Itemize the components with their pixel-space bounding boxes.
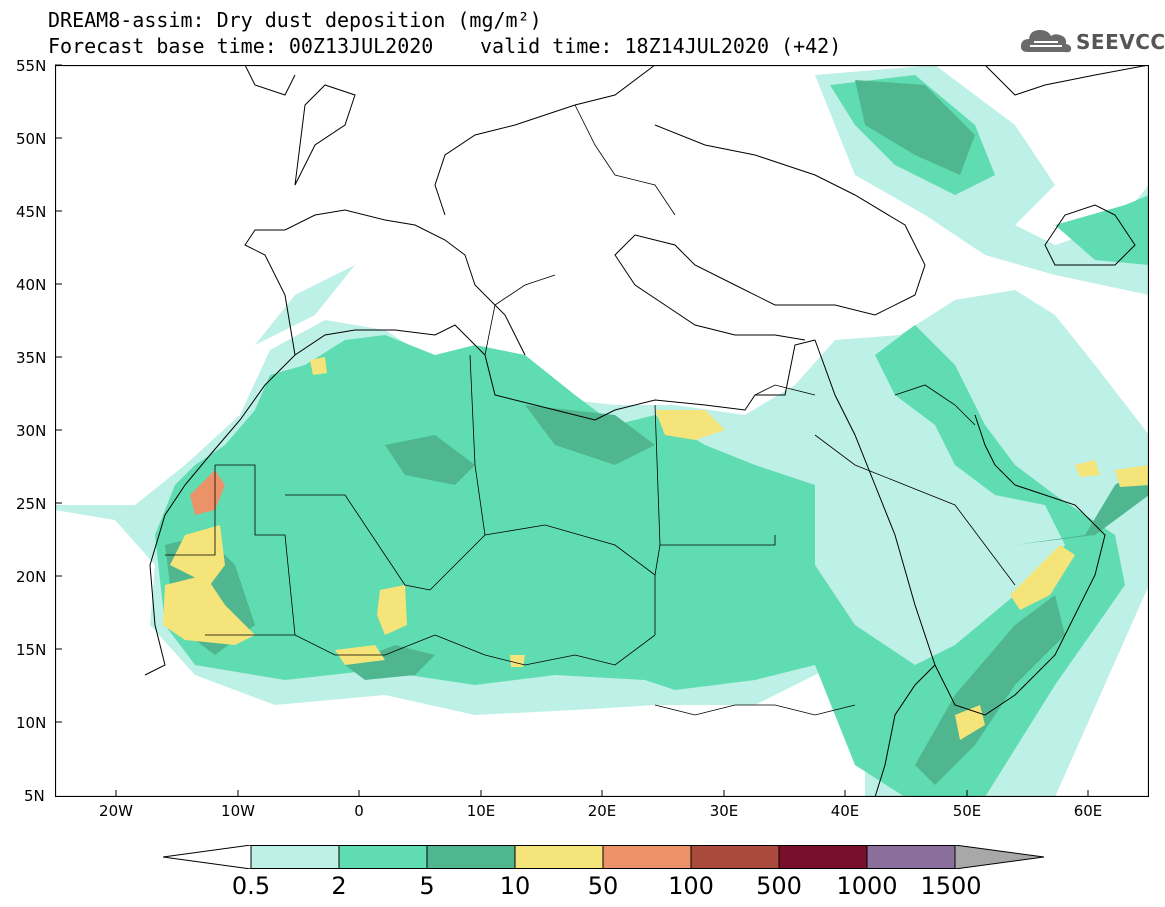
- lat-label: 35N: [16, 349, 47, 367]
- colorbar-segment: [778, 845, 868, 869]
- colorbar-above-arrow: [954, 845, 1045, 869]
- colorbar-segment: [250, 845, 340, 869]
- colorbar: [163, 845, 1045, 869]
- lon-label: 10E: [466, 802, 496, 820]
- lat-label: 45N: [16, 203, 47, 221]
- colorbar-label: 50: [587, 872, 619, 900]
- coastlines: [144, 65, 1149, 797]
- lat-label: 55N: [16, 57, 47, 75]
- colorbar-below-arrow: [163, 845, 252, 869]
- colorbar-label: 1000: [836, 872, 898, 900]
- colorbar-label: 100: [668, 872, 714, 900]
- deposition-shading: [55, 65, 1149, 797]
- lat-label: 5N: [24, 787, 45, 805]
- colorbar-label: 500: [756, 872, 802, 900]
- dust-deposition-map: [55, 65, 1149, 797]
- colorbar-label: 1500: [920, 872, 982, 900]
- lat-label: 50N: [16, 130, 47, 148]
- lon-label: 0: [354, 802, 364, 820]
- country-borders: [165, 104, 1016, 716]
- lon-label: 10W: [221, 802, 255, 820]
- valid-time: valid time: 18Z14JUL2020 (+42): [480, 34, 842, 58]
- lon-label: 40E: [830, 802, 860, 820]
- lon-label: 30E: [709, 802, 739, 820]
- colorbar-segment: [866, 845, 956, 869]
- colorbar-segment: [426, 845, 516, 869]
- colorbar-segment: [602, 845, 692, 869]
- map-title: DREAM8-assim: Dry dust deposition (mg/m²…: [48, 8, 542, 32]
- lon-label: 20W: [99, 802, 133, 820]
- colorbar-segment: [690, 845, 780, 869]
- lon-label: 50E: [952, 802, 982, 820]
- lat-label: 15N: [16, 641, 47, 659]
- seevccc-logo: SEEVCCC: [1018, 24, 1165, 58]
- lon-label: 20E: [587, 802, 617, 820]
- colorbar-segment: [514, 845, 604, 869]
- lat-label: 25N: [16, 495, 47, 513]
- forecast-base-time: Forecast base time: 00Z13JUL2020: [48, 34, 434, 58]
- cloud-icon: [1020, 30, 1072, 53]
- lat-label: 20N: [16, 568, 47, 586]
- colorbar-label: 0.5: [231, 872, 271, 900]
- lat-label: 10N: [16, 714, 47, 732]
- colorbar-segment: [338, 845, 428, 869]
- lat-label: 30N: [16, 422, 47, 440]
- logo-text: SEEVCCC: [1076, 30, 1165, 54]
- lat-label: 40N: [16, 276, 47, 294]
- colorbar-label: 2: [331, 872, 347, 900]
- colorbar-label: 10: [499, 872, 531, 900]
- colorbar-label: 5: [419, 872, 435, 900]
- lon-label: 60E: [1073, 802, 1103, 820]
- shading-level-50: [190, 470, 225, 515]
